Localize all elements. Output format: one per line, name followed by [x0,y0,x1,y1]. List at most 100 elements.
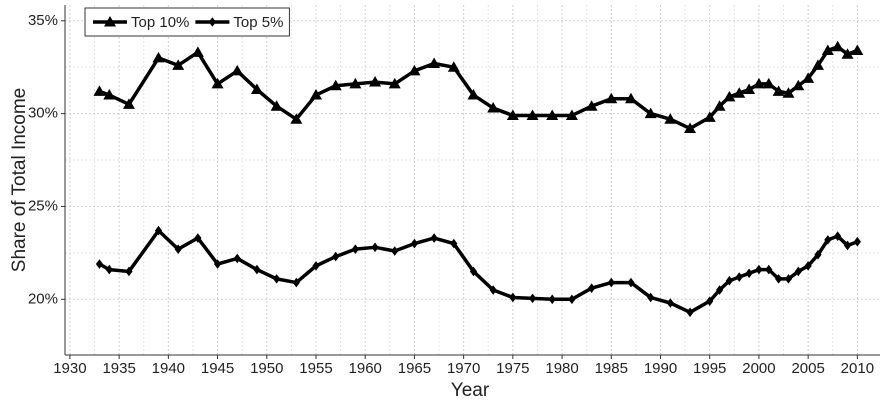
point [273,274,281,284]
point [824,235,832,245]
point [546,109,559,120]
point [713,100,726,111]
point [231,64,244,76]
point [290,113,303,124]
point [588,283,596,293]
point [624,92,637,104]
point [428,57,441,68]
point [703,111,716,122]
point [430,233,438,243]
point [686,307,694,318]
point [292,277,300,288]
x-tick-label: 1990 [644,360,677,377]
point [743,83,756,94]
point [509,292,517,303]
point [664,113,677,124]
point [745,268,753,279]
point [811,59,824,70]
point [565,109,578,120]
point [95,259,104,269]
point [450,238,458,249]
point [627,277,635,288]
point [831,40,844,52]
point [784,274,793,284]
x-tick-label: 1960 [349,360,382,377]
point [349,77,362,89]
point [351,244,359,254]
point [792,79,805,91]
point [469,266,478,277]
point [762,77,775,89]
point [607,277,615,288]
point [765,264,773,275]
x-tick-label: 1935 [102,360,135,377]
point [211,77,224,89]
point [725,275,734,286]
point [843,240,852,251]
point [388,77,401,89]
point [794,266,802,277]
point [487,102,500,113]
point [804,261,812,271]
x-tick-label: 1995 [693,360,726,377]
point [706,296,714,306]
point [152,51,165,63]
y-tick-label: 20% [28,290,58,307]
point [369,76,382,87]
point [684,122,697,133]
x-tick-label: 1930 [53,360,86,377]
point [548,294,556,305]
x-tick-label: 2005 [791,360,824,377]
point [489,285,497,295]
point [270,100,283,111]
point [371,242,379,253]
point [821,44,834,55]
point [772,85,785,96]
point [506,109,519,120]
series-line [98,228,858,315]
point [122,98,135,109]
point [391,246,399,256]
point [755,264,763,275]
point [233,253,241,264]
x-tick-label: 1975 [496,360,529,377]
point [723,90,736,102]
point [154,225,163,236]
point [782,87,795,98]
legend-label: Top 5% [233,14,283,31]
x-axis-title: Year [451,380,490,401]
x-tick-label: 1945 [201,360,234,377]
x-tick-label: 1955 [299,360,332,377]
point [853,236,861,247]
point [647,292,655,303]
point [775,274,783,284]
x-tick-label: 1970 [447,360,480,377]
point [408,64,421,76]
point [194,233,202,243]
point [715,285,724,295]
point [250,83,263,94]
point [174,244,182,254]
point [467,89,480,100]
y-tick-label: 35% [28,12,58,29]
point [410,238,419,249]
point [605,92,618,104]
x-tick-label: 1980 [545,360,578,377]
point [568,294,576,305]
point [752,77,765,89]
point [191,46,204,57]
x-tick-label: 2010 [841,360,874,377]
x-tick-label: 1940 [152,360,185,377]
point [666,298,674,308]
x-tick-label: 1985 [595,360,628,377]
point [526,109,539,120]
point [447,61,460,72]
point [312,261,320,271]
x-tick-label: 1950 [250,360,283,377]
point [528,293,537,304]
point [329,79,342,91]
legend: Top 10% Top 5% [84,7,290,37]
point [802,72,815,83]
x-tick-label: 1965 [398,360,431,377]
